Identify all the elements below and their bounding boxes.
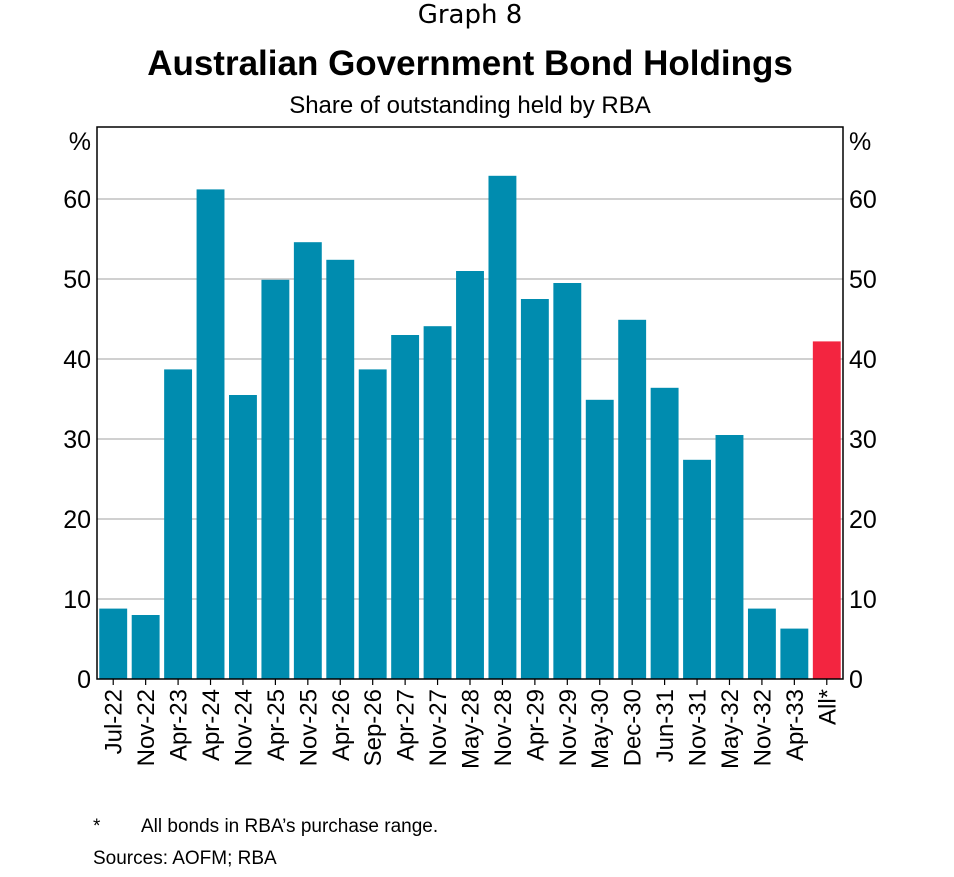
- x-tick-label: Jun-31: [652, 689, 679, 762]
- bar-nov-29: [553, 283, 582, 679]
- bar-apr-33: [780, 628, 809, 679]
- x-tick-label: Nov-25: [295, 689, 322, 766]
- y-tick-label-right: 10: [849, 586, 877, 614]
- y-tick-label-right: 30: [849, 426, 877, 454]
- x-tick-label: Nov-27: [425, 689, 452, 766]
- bar-nov-32: [747, 608, 776, 679]
- bar-all-: [812, 341, 841, 679]
- y-axis-unit-right: %: [849, 128, 871, 156]
- x-tick-label: Apr-29: [522, 689, 549, 761]
- y-tick-label-left: 50: [63, 266, 91, 294]
- bar-apr-27: [391, 335, 420, 679]
- x-tick-label: May-28: [458, 689, 485, 769]
- y-tick-label-right: 0: [849, 666, 863, 694]
- bar-apr-25: [261, 279, 290, 679]
- x-tick-label: Apr-24: [198, 689, 225, 761]
- bar-nov-31: [683, 459, 711, 679]
- x-tick-label: Nov-31: [685, 689, 712, 766]
- bar-nov-25: [293, 242, 322, 679]
- x-tick-label: Nov-29: [555, 689, 582, 766]
- bar-nov-22: [131, 615, 160, 679]
- y-tick-label-left: 30: [63, 426, 91, 454]
- x-tick-label: Nov-24: [230, 689, 257, 766]
- footnote-marker: *: [93, 816, 101, 837]
- x-tick-label: Dec-30: [620, 689, 647, 766]
- bar-jun-31: [650, 387, 679, 679]
- footnote-text: All bonds in RBA’s purchase range.: [141, 816, 439, 837]
- x-tick-label: Apr-27: [393, 689, 420, 761]
- y-tick-label-right: 50: [849, 266, 877, 294]
- x-tick-label: Nov-22: [133, 689, 160, 766]
- bar-apr-26: [326, 259, 355, 679]
- x-tick-label: Apr-33: [782, 689, 809, 761]
- y-tick-label-right: 20: [849, 506, 877, 534]
- x-tick-label: Jul-22: [101, 689, 128, 754]
- bar-apr-23: [164, 369, 193, 679]
- x-tick-label: Nov-28: [490, 689, 517, 766]
- y-tick-label-right: 40: [849, 346, 877, 374]
- y-axis-unit-left: %: [69, 128, 91, 156]
- y-tick-label-right: 60: [849, 186, 877, 214]
- sources: Sources: AOFM; RBA: [93, 848, 277, 869]
- bar-sep-26: [358, 369, 387, 679]
- bar-nov-24: [229, 395, 257, 679]
- category-labels: Jul-22 Nov-22 Apr-23 Apr-24 Nov-24 Apr-25 Nov-…: [101, 689, 842, 769]
- x-tick-label: Apr-25: [263, 689, 290, 761]
- chart-title: Australian Government Bond Holdings: [147, 44, 793, 83]
- y-tick-label-left: 0: [77, 666, 91, 694]
- axes: 0 0 10 10 20 20 30 30 40 40 50 50 60 60%%: [63, 128, 877, 694]
- bar-dec-30: [618, 319, 647, 679]
- x-tick-label: Nov-32: [749, 689, 776, 766]
- x-tick-label: Apr-26: [328, 689, 355, 761]
- footnote: * All bonds in RBA’s purchase range.: [93, 816, 438, 838]
- bar-may-28: [456, 271, 484, 679]
- bar-nov-28: [488, 175, 517, 680]
- graph-number: Graph 8: [417, 0, 523, 30]
- bar-apr-24: [196, 189, 225, 679]
- bars: [99, 175, 841, 680]
- bar-jul-22: [99, 608, 128, 679]
- bar-nov-27: [423, 326, 452, 679]
- bar-may-32: [715, 435, 744, 679]
- x-tick-label: May-32: [717, 689, 744, 769]
- x-tick-label: Apr-23: [166, 689, 193, 761]
- y-tick-label-left: 20: [63, 506, 91, 534]
- bar-apr-29: [520, 299, 549, 679]
- x-tick-label: All*: [814, 689, 841, 725]
- x-tick-label: Sep-26: [360, 689, 387, 766]
- y-tick-label-left: 10: [63, 586, 91, 614]
- chart-subtitle: Share of outstanding held by RBA: [289, 92, 651, 119]
- y-tick-label-left: 40: [63, 346, 91, 374]
- y-tick-label-left: 60: [63, 186, 91, 214]
- bar-may-30: [585, 399, 614, 679]
- x-tick-label: May-30: [587, 689, 614, 769]
